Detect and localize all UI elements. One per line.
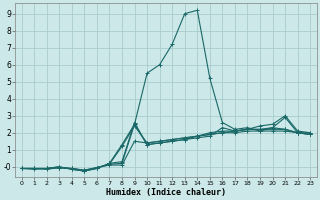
X-axis label: Humidex (Indice chaleur): Humidex (Indice chaleur)	[106, 188, 226, 197]
